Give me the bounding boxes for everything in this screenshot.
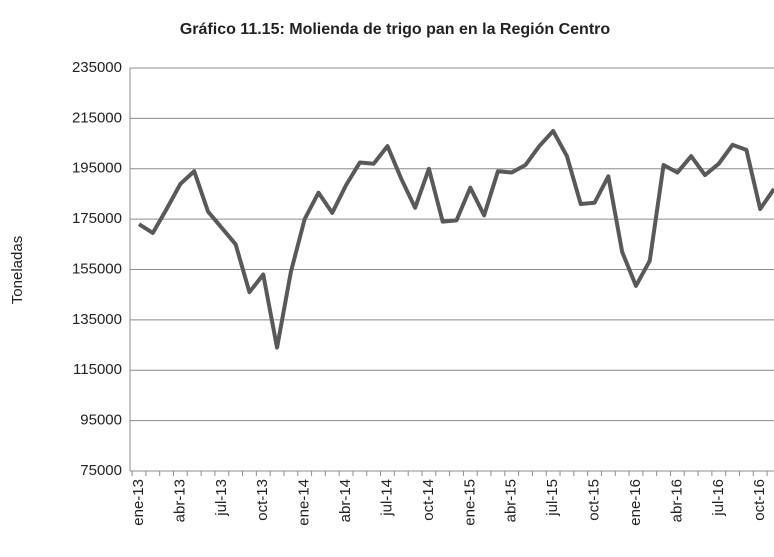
x-tick-label: abr-13 bbox=[171, 479, 188, 522]
data-line bbox=[137, 128, 774, 350]
x-tick-label: ene-16 bbox=[627, 479, 644, 526]
x-tick-label: abr-15 bbox=[503, 479, 520, 522]
x-tick-label: jul-14 bbox=[378, 479, 395, 517]
x-tick-label: ene-14 bbox=[296, 479, 313, 526]
x-tick-label: abr-14 bbox=[337, 479, 354, 522]
x-tick-label: abr-16 bbox=[668, 479, 685, 522]
y-tick-label: 175000 bbox=[72, 210, 122, 227]
x-tick-label: jul-16 bbox=[710, 479, 727, 517]
x-tick-label: oct-15 bbox=[586, 479, 603, 521]
chart-title: Gráfico 11.15: Molienda de trigo pan en … bbox=[180, 21, 611, 38]
y-tick-label: 75000 bbox=[80, 462, 122, 479]
y-tick-label: 215000 bbox=[72, 109, 122, 126]
x-tick-label: oct-13 bbox=[254, 479, 271, 521]
y-tick-label: 235000 bbox=[72, 59, 122, 76]
x-tick-label: ene-13 bbox=[130, 479, 147, 526]
x-tick-label: ene-15 bbox=[461, 479, 478, 526]
x-tick-label: jul-15 bbox=[544, 479, 561, 517]
y-tick-label: 115000 bbox=[73, 361, 122, 378]
y-tick-label: 155000 bbox=[72, 260, 122, 277]
x-tick-label: jul-13 bbox=[213, 479, 230, 517]
x-tick-label: oct-14 bbox=[420, 479, 437, 521]
y-tick-label: 95000 bbox=[80, 412, 122, 429]
y-tick-label: 195000 bbox=[72, 160, 122, 177]
y-axis-label: Toneladas bbox=[9, 236, 26, 304]
y-tick-label: 135000 bbox=[72, 311, 122, 328]
x-tick-label: oct-16 bbox=[751, 479, 768, 521]
